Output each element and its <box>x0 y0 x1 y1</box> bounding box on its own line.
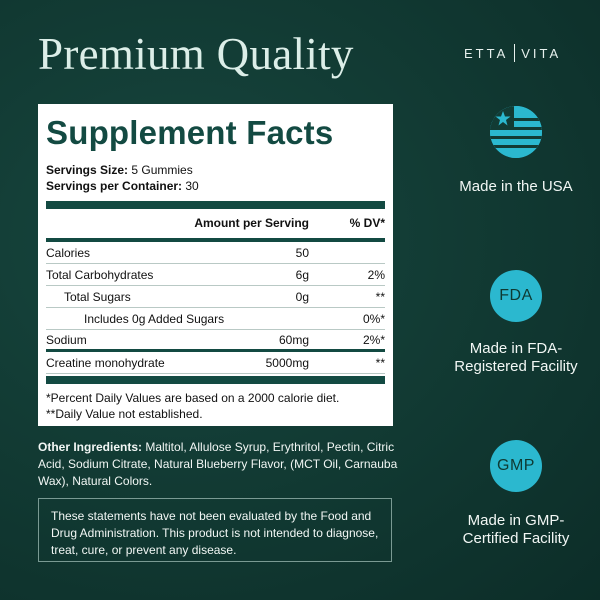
row-amount: 5000mg <box>265 355 309 370</box>
facts-row: Includes 0g Added Sugars 0%* <box>46 308 385 330</box>
divider-thick <box>46 201 385 209</box>
facts-row: Total Carbohydrates 6g 2% <box>46 264 385 286</box>
fda-disclaimer: These statements have not been evaluated… <box>38 498 392 562</box>
row-label: Total Carbohydrates <box>46 267 154 282</box>
servings-size-value: 5 Gummies <box>131 163 193 177</box>
brand-divider <box>514 44 516 62</box>
footnote-dv: *Percent Daily Values are based on a 200… <box>46 391 340 405</box>
supplement-facts-panel: Supplement Facts Servings Size: 5 Gummie… <box>38 104 393 426</box>
row-label: Calories <box>46 245 91 260</box>
row-amount: 6g <box>295 267 309 282</box>
footnote-not-established: **Daily Value not established. <box>46 407 203 421</box>
facts-header: Amount per Serving % DV* <box>46 213 385 233</box>
serving-info: Servings Size: 5 Gummies Servings per Co… <box>46 162 385 194</box>
row-amount: 0g <box>295 289 309 304</box>
facts-row: Calories 50 <box>46 242 385 264</box>
gmp-badge-icon: GMP <box>490 440 542 492</box>
facts-row: Sodium 60mg 2%* <box>46 330 385 352</box>
servings-per-container-value: 30 <box>185 179 199 193</box>
ingredients-label: Other Ingredients: <box>38 440 143 454</box>
headline: Premium Quality <box>38 29 354 79</box>
facts-title: Supplement Facts <box>46 114 334 151</box>
header-dv: % DV* <box>349 216 385 230</box>
row-label: Creatine monohydrate <box>46 355 165 370</box>
row-amount: 50 <box>295 245 309 260</box>
fda-badge-icon: FDA <box>490 270 542 322</box>
servings-size-label: Servings Size: <box>46 163 129 177</box>
badge-usa-text: Made in the USA <box>459 178 573 195</box>
badge-gmp-text: Made in GMP-Certified Facility <box>462 512 570 547</box>
facts-row: Total Sugars 0g ** <box>46 286 385 308</box>
row-label: Total Sugars <box>64 289 131 304</box>
other-ingredients: Other Ingredients: Maltitol, Allulose Sy… <box>38 439 398 490</box>
row-dv: ** <box>375 355 385 370</box>
row-amount: 60mg <box>278 332 309 347</box>
row-label: Includes 0g Added Sugars <box>84 311 225 326</box>
divider-medium <box>46 238 385 242</box>
row-dv: 0%* <box>362 311 385 326</box>
row-label: Sodium <box>46 332 87 347</box>
footnotes: *Percent Daily Values are based on a 200… <box>46 390 385 422</box>
badge-fda-text: Made in FDA-Registered Facility <box>454 340 578 375</box>
brand-right: VITA <box>521 45 562 61</box>
brand-logo: ETTA VITA <box>464 44 561 62</box>
facts-row: Creatine monohydrate 5000mg ** <box>46 352 385 374</box>
row-dv: 2% <box>367 267 385 282</box>
servings-per-container-label: Servings per Container: <box>46 179 183 193</box>
row-dv: 2%* <box>362 332 385 347</box>
row-dv: ** <box>375 289 385 304</box>
header-amount: Amount per Serving <box>194 216 309 230</box>
brand-left: ETTA <box>464 45 509 61</box>
us-flag-icon <box>490 106 542 158</box>
divider-thick <box>46 376 385 384</box>
ingredients-text: Maltitol, Allulose Syrup, Erythritol, Pe… <box>38 440 398 488</box>
